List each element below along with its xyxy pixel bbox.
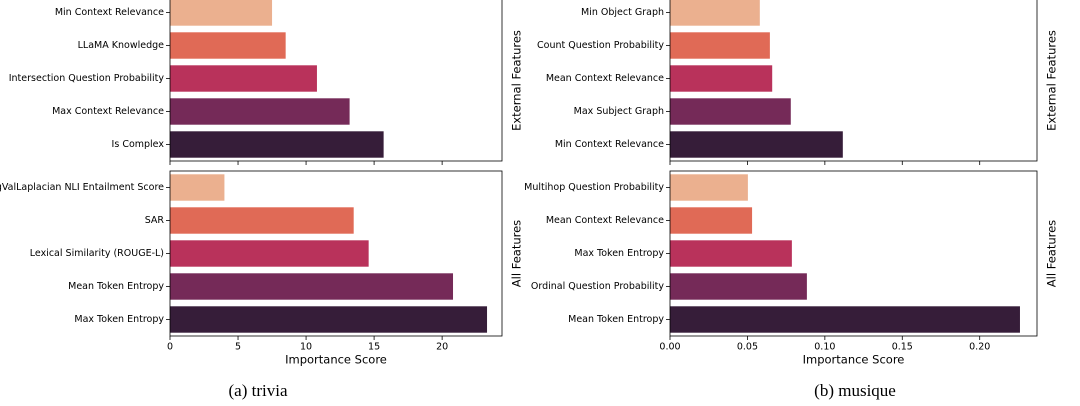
category-label: Mean Token Entropy [568,314,664,325]
axes-frame [669,170,1038,337]
x-axis-label: Importance Score [285,353,387,367]
category-label: Min Context Relevance [55,7,164,18]
category-label: Max Context Relevance [52,106,164,117]
bar [670,32,770,59]
bar [670,98,791,125]
y-axis-label: All Features [510,220,524,287]
bar [670,207,753,234]
bar [670,65,773,92]
category-label: Ordinal Question Probability [531,281,664,292]
axes-frame [169,0,503,162]
x-tick-label: 0.00 [659,342,680,353]
bar [170,306,488,333]
bar [670,131,843,158]
y-axis-label: External Features [1045,30,1059,131]
x-axis-label: Importance Score [803,353,905,367]
axes-frame [669,0,1038,162]
bar [670,174,748,201]
x-tick-label: 5 [235,342,241,353]
category-label: Min Object Graph [581,7,664,18]
category-label: EigValLaplacian NLI Entailment Score [0,182,164,193]
category-label: Max Token Entropy [574,248,664,259]
bar [670,273,807,300]
y-axis-label: All Features [1045,220,1059,287]
x-tick-label: 20 [436,342,448,353]
bar [170,0,273,26]
bar [670,306,1020,333]
category-label: LLaMA Knowledge [78,40,164,51]
bar [170,240,369,267]
caption: (a) trivia [229,381,288,400]
axes-frame [169,170,503,337]
category-label: Max Subject Graph [574,106,664,117]
x-tick-label: 15 [368,342,380,353]
bar [670,0,760,26]
bar [670,240,792,267]
x-tick-label: 0.05 [737,342,758,353]
category-label: Count Question Probability [537,40,664,51]
bar [170,174,225,201]
y-axis-label: External Features [510,30,524,131]
bar [170,273,454,300]
category-label: Multihop Question Probability [524,182,664,193]
category-label: Mean Token Entropy [68,281,164,292]
x-tick-label: 0.15 [892,342,913,353]
category-label: Min Context Relevance [555,139,664,150]
category-label: Mean Context Relevance [546,73,664,84]
caption: (b) musique [814,381,896,400]
x-tick-label: 0.20 [969,342,990,353]
bar [170,98,350,125]
category-label: Lexical Similarity (ROUGE-L) [30,248,164,259]
bar [170,207,354,234]
bar [170,32,286,59]
category-label: SAR [145,215,165,226]
category-label: Intersection Question Probability [9,73,165,84]
x-tick-label: 10 [300,342,312,353]
bar [170,65,317,92]
category-label: Mean Context Relevance [546,215,664,226]
category-label: Max Token Entropy [74,314,164,325]
x-tick-label: 0.10 [814,342,835,353]
x-tick-label: 0 [167,342,173,353]
bar [170,131,384,158]
category-label: Is Complex [112,139,165,150]
